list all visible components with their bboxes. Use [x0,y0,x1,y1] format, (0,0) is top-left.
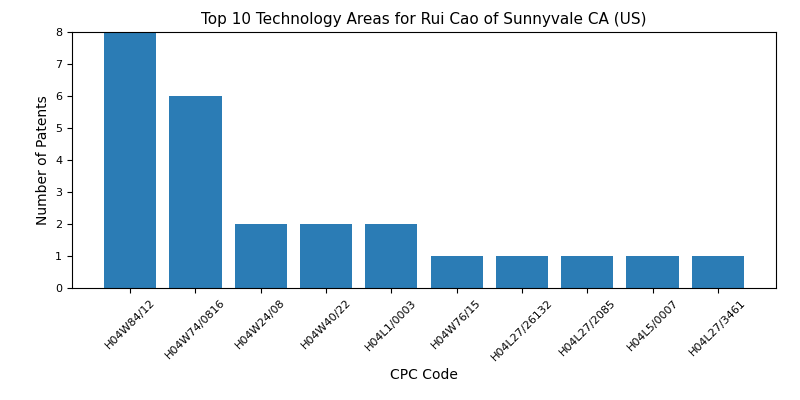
Title: Top 10 Technology Areas for Rui Cao of Sunnyvale CA (US): Top 10 Technology Areas for Rui Cao of S… [202,12,646,27]
Bar [366,224,418,288]
Bar [496,256,548,288]
Bar [170,96,222,288]
Bar [104,32,156,288]
Bar [234,224,287,288]
Bar [561,256,614,288]
Bar [300,224,352,288]
Bar [430,256,482,288]
X-axis label: CPC Code: CPC Code [390,368,458,382]
Bar [626,256,678,288]
Bar [692,256,744,288]
Y-axis label: Number of Patents: Number of Patents [35,95,50,225]
